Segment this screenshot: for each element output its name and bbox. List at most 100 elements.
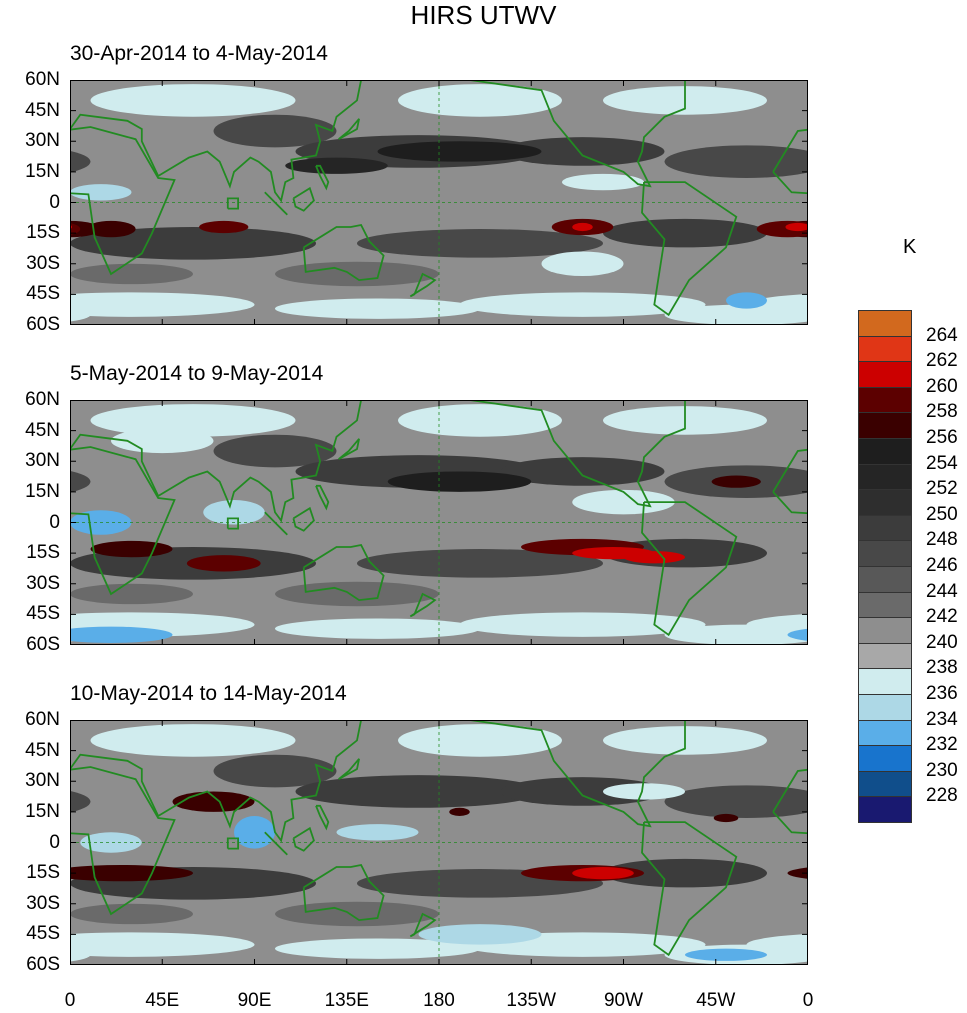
coastline xyxy=(226,837,240,850)
coastline xyxy=(264,831,288,856)
coastline xyxy=(292,506,315,532)
lon-tick-label: 0 xyxy=(802,990,814,1011)
contour-region xyxy=(70,626,173,643)
lat-tick-label: 30N xyxy=(25,770,60,792)
coastline xyxy=(70,720,362,843)
contour-region xyxy=(70,150,91,173)
contour-region xyxy=(572,489,675,515)
contour-region xyxy=(275,938,480,959)
contour-region xyxy=(90,84,296,117)
contour-region xyxy=(541,251,624,276)
colorbar-swatch xyxy=(858,361,912,388)
coastline xyxy=(469,80,686,188)
lat-tick-label: 15N xyxy=(25,800,60,822)
colorbar-swatch xyxy=(858,566,912,593)
colorbar-label: 260 xyxy=(926,375,958,397)
lat-tick-label: 15S xyxy=(26,862,60,884)
colorbar-swatch xyxy=(858,591,912,619)
contour-region xyxy=(80,832,142,853)
coastline xyxy=(315,804,330,831)
contour-region xyxy=(713,813,739,823)
map-svg xyxy=(70,720,808,965)
coastline xyxy=(292,826,315,852)
lon-tick-label: 45E xyxy=(145,990,180,1011)
contour-region xyxy=(664,145,808,178)
colorbar-label: 246 xyxy=(926,555,958,576)
contour-region xyxy=(785,222,808,232)
coastline xyxy=(70,766,176,916)
colorbar-swatch xyxy=(858,796,912,823)
coastlines xyxy=(70,80,808,317)
contour-region xyxy=(275,581,439,607)
contour-region xyxy=(70,932,255,957)
contour-region xyxy=(603,218,767,248)
lon-tick-label: 45W xyxy=(696,990,736,1011)
colorbar-swatch xyxy=(858,617,912,644)
colorbar-label: 252 xyxy=(926,478,958,500)
colorbar-swatch xyxy=(858,540,912,567)
colorbar-unit: K xyxy=(903,236,917,258)
lat-tick-label: 45S xyxy=(26,923,60,945)
coastline xyxy=(70,400,362,523)
lat-tick-label: 30S xyxy=(26,252,60,274)
chart-title: HIRS UTWV xyxy=(410,0,557,30)
coastline xyxy=(315,164,330,191)
contour-region xyxy=(459,612,706,637)
colorbar-swatch xyxy=(858,463,912,491)
colorbar-label: 244 xyxy=(926,580,958,602)
lon-tick-label: 180 xyxy=(423,990,455,1011)
contour-region xyxy=(70,583,193,605)
contour-region xyxy=(664,785,808,818)
map-svg xyxy=(70,80,808,325)
lat-tick-label: 30N xyxy=(25,130,60,152)
coastline xyxy=(70,80,362,203)
coastline xyxy=(264,191,288,216)
lat-tick-label: 0 xyxy=(49,511,60,533)
lat-tick-label: 30S xyxy=(26,892,60,914)
lat-tick-label: 0 xyxy=(49,191,60,213)
contour-region xyxy=(500,777,665,806)
contour-region xyxy=(572,867,634,880)
coastline xyxy=(264,511,288,536)
lat-tick-label: 45N xyxy=(25,99,60,121)
colorbar-swatch xyxy=(858,335,912,363)
contour-region xyxy=(90,724,296,757)
contour-region xyxy=(711,475,761,488)
contour-region xyxy=(70,864,193,882)
contour-region xyxy=(199,220,249,234)
colorbar-label: 238 xyxy=(926,657,958,679)
contour-region xyxy=(275,618,480,639)
lat-tick-label: 45N xyxy=(25,419,60,441)
contour-region xyxy=(70,263,193,285)
colorbar-label: 234 xyxy=(926,708,958,730)
map-panel-3 xyxy=(70,720,808,965)
colorbar-label: 254 xyxy=(926,452,958,474)
contour-region xyxy=(787,628,808,641)
contour-region xyxy=(172,791,255,812)
lat-tick-label: 60N xyxy=(25,709,60,730)
lon-tick-label: 90W xyxy=(603,990,644,1011)
lat-tick-label: 45S xyxy=(26,603,60,625)
contour-region xyxy=(449,807,470,816)
contour-region xyxy=(285,157,388,174)
colorbar-swatch xyxy=(858,642,912,670)
lat-tick-label: 45N xyxy=(25,739,60,761)
contour-region xyxy=(90,404,296,437)
coastline xyxy=(641,821,738,957)
contour-region xyxy=(90,540,173,558)
contour-region xyxy=(70,222,81,236)
contour-region xyxy=(500,457,665,486)
contour-region xyxy=(203,500,265,525)
coastline xyxy=(226,517,240,530)
contour-region xyxy=(70,308,91,322)
coastline xyxy=(70,446,176,596)
panel-3-title: 10-May-2014 to 14-May-2014 xyxy=(70,682,347,705)
colorbar-label: 230 xyxy=(926,759,958,781)
contour-region xyxy=(213,754,337,788)
colorbar-label: 232 xyxy=(926,734,958,756)
coastline xyxy=(469,720,686,828)
colorbar-label: 258 xyxy=(926,401,958,423)
contour-fills xyxy=(70,404,808,645)
lat-tick-label: 15N xyxy=(25,160,60,182)
lon-tick-label: 0 xyxy=(64,990,76,1011)
